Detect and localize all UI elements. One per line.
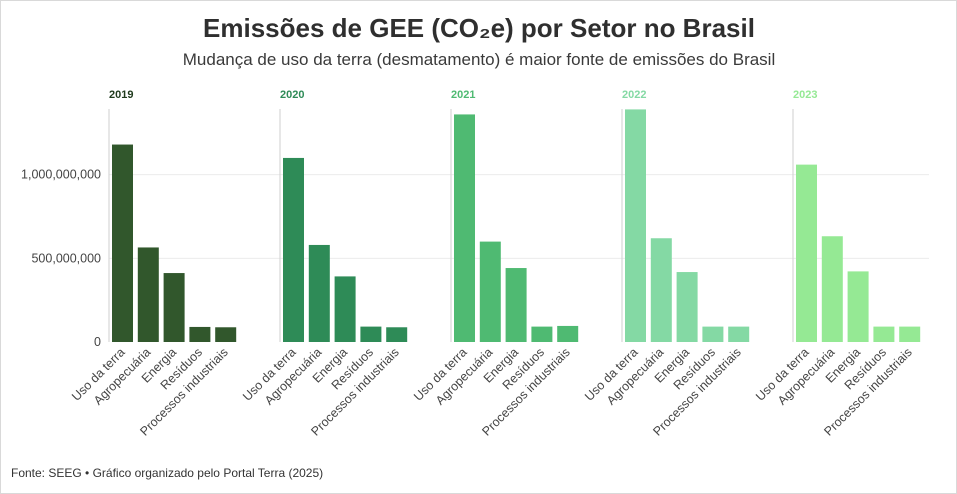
- bar-2019-2: [163, 273, 185, 342]
- bar-2023-1: [821, 236, 843, 342]
- bar-2021-2: [505, 268, 527, 342]
- bar-2023-0: [796, 164, 817, 342]
- bar-2022-4: [728, 326, 750, 342]
- y-tick-label: 500,000,000: [31, 251, 101, 265]
- bar-2022-0: [625, 109, 646, 342]
- bar-2020-4: [386, 327, 408, 342]
- bar-2021-1: [479, 241, 501, 342]
- bar-2022-2: [676, 272, 698, 342]
- chart-title: Emissões de GEE (CO₂e) por Setor no Bras…: [203, 13, 755, 43]
- bar-2023-4: [899, 326, 921, 342]
- bar-2020-1: [308, 244, 330, 342]
- bar-2021-4: [557, 325, 579, 342]
- bar-2020-0: [283, 157, 304, 342]
- bar-2021-0: [454, 114, 475, 342]
- bar-2022-3: [702, 326, 724, 342]
- panel-title-2023: 2023: [793, 89, 817, 101]
- bar-2020-2: [334, 276, 356, 342]
- panel-title-2021: 2021: [451, 89, 475, 101]
- bar-2019-4: [215, 327, 237, 342]
- panel-title-2019: 2019: [109, 89, 133, 101]
- bar-2023-2: [847, 271, 869, 342]
- bar-2019-0: [112, 144, 133, 342]
- panel-title-2022: 2022: [622, 89, 646, 101]
- bar-2019-3: [189, 326, 211, 342]
- bar-2022-1: [650, 238, 672, 342]
- y-tick-label: 1,000,000,000: [21, 168, 101, 182]
- y-tick-label: 0: [94, 335, 101, 349]
- panel-title-2020: 2020: [280, 89, 304, 101]
- chart-subtitle: Mudança de uso da terra (desmatamento) é…: [183, 50, 775, 69]
- bar-2020-3: [360, 326, 382, 342]
- chart-source: Fonte: SEEG • Gráfico organizado pelo Po…: [11, 466, 323, 480]
- bar-2023-3: [873, 326, 895, 342]
- bar-2021-3: [531, 326, 553, 342]
- bar-2019-1: [137, 247, 159, 342]
